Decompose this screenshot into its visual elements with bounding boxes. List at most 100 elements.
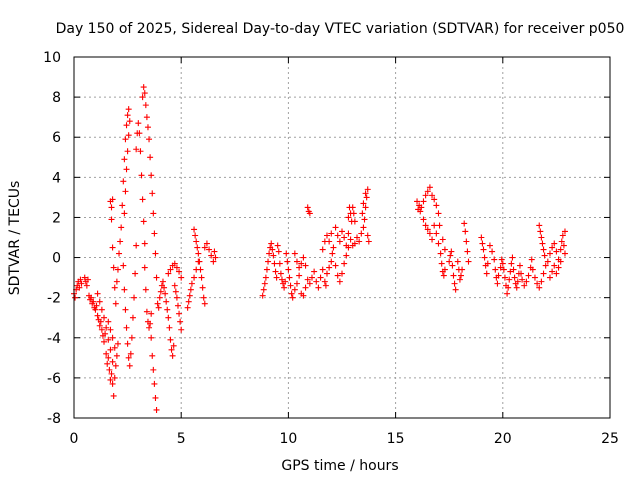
data-point [126, 362, 133, 369]
data-point [265, 258, 272, 265]
data-point [354, 234, 361, 241]
data-point [149, 190, 156, 197]
data-point [414, 198, 421, 205]
data-point [112, 300, 119, 307]
data-point [433, 202, 440, 209]
data-point [164, 306, 171, 313]
data-point [311, 268, 318, 275]
data-point [88, 294, 95, 301]
data-point [437, 250, 444, 257]
data-point [165, 314, 172, 321]
data-point [107, 326, 114, 333]
data-point [501, 274, 508, 281]
data-point [507, 268, 514, 275]
data-point [199, 284, 206, 291]
data-point [102, 330, 109, 337]
data-point [270, 252, 277, 259]
data-point [304, 204, 311, 211]
data-point [538, 278, 545, 285]
data-point [119, 202, 126, 209]
data-point [193, 238, 200, 245]
data-point [101, 314, 108, 321]
data-point [273, 274, 280, 281]
data-point [462, 228, 469, 235]
data-point [77, 276, 84, 283]
data-point [339, 270, 345, 277]
data-point [288, 290, 295, 297]
y-tick-label: -8 [47, 411, 61, 427]
data-point [456, 276, 463, 283]
data-point [536, 284, 543, 291]
data-point [151, 230, 158, 237]
data-point [302, 284, 309, 291]
data-point [97, 318, 104, 325]
data-point [83, 282, 90, 289]
data-point [546, 274, 553, 281]
data-point [101, 338, 108, 345]
data-point [177, 318, 184, 325]
data-point [146, 136, 153, 143]
data-point [191, 274, 198, 281]
data-point [478, 234, 485, 241]
data-point [328, 230, 335, 237]
data-point [266, 250, 273, 257]
data-point [151, 380, 158, 387]
data-point [506, 276, 513, 283]
data-point [319, 266, 326, 273]
data-point [109, 380, 116, 387]
data-point [111, 344, 118, 351]
data-point [457, 272, 464, 279]
data-point [124, 340, 131, 347]
data-point [109, 358, 116, 365]
data-point [513, 284, 520, 291]
data-point [289, 294, 296, 301]
data-point [141, 90, 148, 97]
data-point [429, 192, 436, 199]
y-tick-label: -6 [47, 371, 61, 387]
data-point [122, 136, 129, 143]
data-point [94, 312, 101, 319]
data-point [153, 274, 160, 281]
data-point [92, 306, 99, 313]
data-point [133, 146, 140, 153]
data-point [123, 166, 130, 173]
data-point [203, 240, 210, 247]
data-point [185, 298, 192, 305]
data-point [260, 286, 267, 293]
data-point [169, 352, 176, 359]
data-point [364, 186, 371, 193]
data-point [465, 258, 472, 265]
data-point [96, 298, 103, 305]
data-point [431, 196, 438, 203]
data-point [108, 216, 115, 223]
data-point [137, 148, 144, 155]
data-point [436, 222, 443, 229]
plot-frame [73, 56, 611, 419]
data-point [286, 274, 293, 281]
data-point [93, 302, 100, 309]
data-point [555, 264, 562, 271]
data-point [361, 216, 368, 223]
data-point [140, 84, 147, 91]
data-point [464, 248, 471, 255]
data-point [560, 242, 567, 249]
data-point [317, 274, 324, 281]
y-tick-label: 10 [43, 50, 61, 66]
data-point [125, 132, 132, 139]
data-point [525, 272, 532, 279]
data-point [148, 310, 155, 317]
data-point [319, 246, 326, 253]
data-point [178, 326, 185, 333]
data-point [197, 266, 204, 273]
data-point [424, 188, 431, 195]
data-point [176, 268, 183, 275]
data-point [121, 286, 128, 293]
data-point [104, 360, 111, 367]
x-tick-label: 20 [494, 431, 512, 447]
data-point [489, 248, 496, 255]
data-point [529, 266, 536, 273]
data-point [127, 350, 134, 357]
data-point [121, 156, 128, 163]
y-tick-label: -2 [47, 291, 61, 307]
data-point [486, 242, 493, 249]
